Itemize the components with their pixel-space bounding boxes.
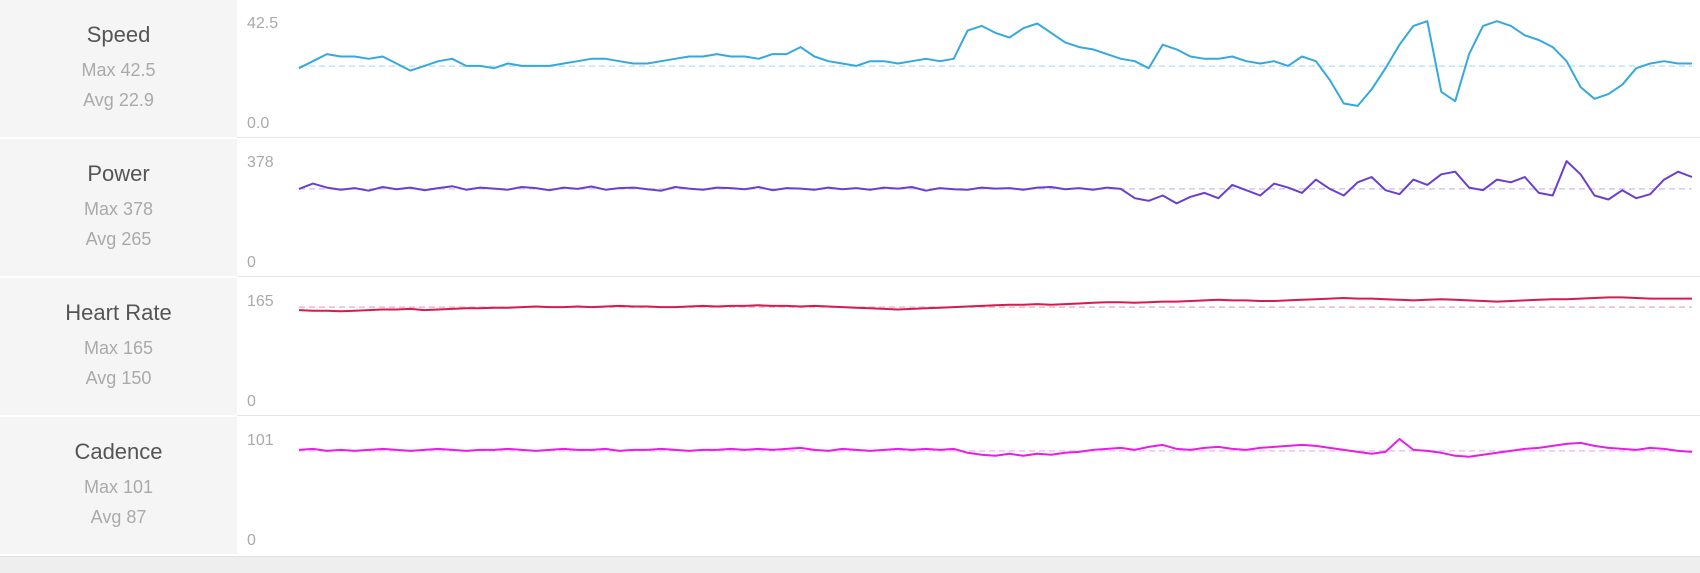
y-tick-max: 378: [247, 154, 274, 171]
row-divider: [237, 137, 1700, 138]
row-divider: [237, 415, 1700, 416]
y-tick-max: 101: [247, 432, 274, 449]
metric-avg: Avg 22.9: [83, 90, 154, 110]
heart-rate-series-line: [298, 296, 1692, 313]
power-label-panel: Power Max 378 Avg 265: [0, 139, 237, 276]
cadence-row: Cadence Max 101 Avg 87 101 0: [0, 417, 1700, 554]
y-tick-min: 0: [247, 254, 256, 271]
speed-row: Speed Max 42.5 Avg 22.9 42.5 0.0: [0, 0, 1700, 137]
heart-rate-row: Heart Rate Max 165 Avg 150 165 0: [0, 278, 1700, 415]
speed-label-panel: Speed Max 42.5 Avg 22.9: [0, 0, 237, 137]
metric-max: Max 378: [83, 199, 154, 219]
power-series-line: [298, 160, 1693, 205]
speed-chart-svg: 42.5 0.0: [247, 15, 1692, 132]
row-divider: [237, 276, 1700, 277]
metric-name: Power: [87, 161, 150, 186]
metric-max: Max 101: [83, 477, 154, 497]
metric-max: Max 165: [83, 338, 154, 358]
power-chart-svg: 378 0: [247, 154, 1693, 271]
power-plot[interactable]: 378 0: [237, 139, 1700, 276]
heart-rate-plot[interactable]: 165 0: [237, 278, 1700, 415]
metric-max: Max 42.5: [81, 60, 156, 80]
bottom-scroll-bar: [0, 556, 1700, 573]
y-tick-min: 0.0: [247, 115, 269, 132]
metric-name: Speed: [86, 22, 151, 47]
heart-rate-chart-svg: 165 0: [247, 293, 1692, 410]
metric-avg: Avg 150: [85, 368, 152, 388]
power-row: Power Max 378 Avg 265 378 0: [0, 139, 1700, 276]
cadence-label-panel: Cadence Max 101 Avg 87: [0, 417, 237, 554]
metric-name: Cadence: [74, 439, 163, 464]
speed-plot[interactable]: 42.5 0.0: [237, 0, 1700, 137]
metric-avg: Avg 265: [85, 229, 152, 249]
y-tick-max: 165: [247, 293, 274, 310]
heart-rate-label-panel: Heart Rate Max 165 Avg 150: [0, 278, 237, 415]
y-tick-min: 0: [247, 393, 256, 410]
speed-series-line: [298, 20, 1692, 107]
metric-name: Heart Rate: [65, 300, 172, 325]
cadence-plot[interactable]: 101 0: [237, 417, 1700, 554]
cadence-chart-svg: 101 0: [247, 432, 1693, 549]
cadence-series-line: [298, 438, 1693, 458]
y-tick-max: 42.5: [247, 15, 278, 32]
metric-avg: Avg 87: [90, 507, 147, 527]
y-tick-min: 0: [247, 532, 256, 549]
